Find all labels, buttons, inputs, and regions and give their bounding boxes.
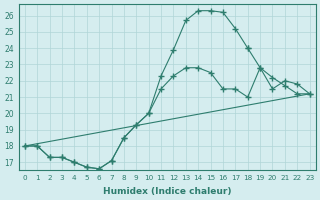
X-axis label: Humidex (Indice chaleur): Humidex (Indice chaleur) <box>103 187 231 196</box>
